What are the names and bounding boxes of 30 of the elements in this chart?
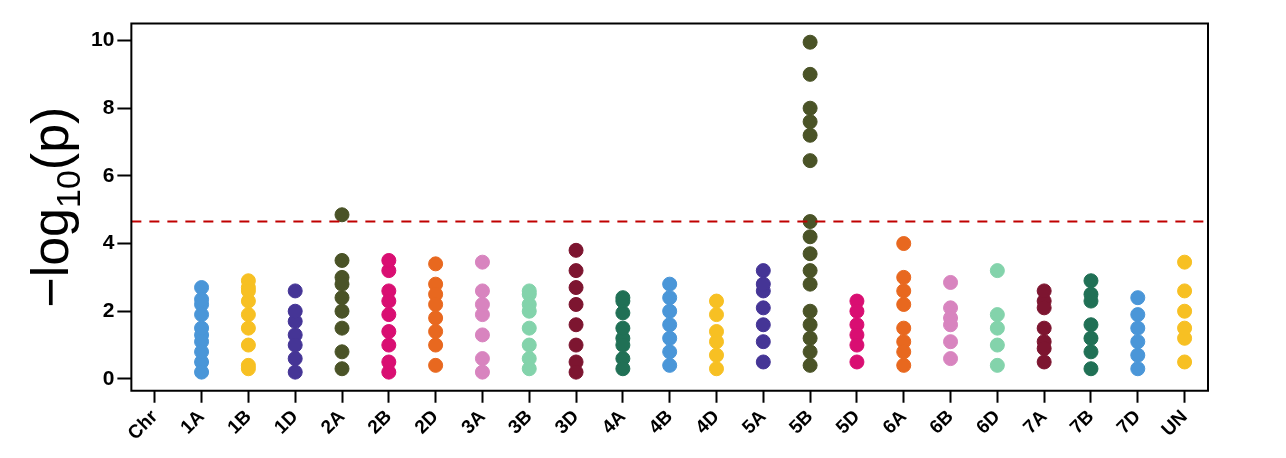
x-tick-label: 4A: [597, 405, 630, 438]
x-tick-label: 4B: [644, 405, 677, 438]
x-tick-label: 2D: [410, 405, 443, 438]
y-tick-label: 6: [102, 162, 115, 186]
x-tick-label: 4D: [690, 405, 724, 438]
x-tick-label: 6B: [925, 405, 958, 438]
x-tick-label: Chr: [123, 405, 162, 444]
x-tick-label: UN: [1156, 405, 1192, 440]
y-tick-label: 0: [102, 365, 115, 389]
x-tick-label: 1B: [222, 405, 255, 438]
x-tick-label: 6A: [878, 405, 911, 438]
y-tick-label: 4: [102, 230, 115, 254]
x-tick-label: 3B: [503, 405, 536, 438]
y-tick-label: 8: [102, 94, 115, 118]
y-tick-label: 2: [102, 298, 115, 322]
x-tick-label: 3D: [550, 405, 583, 438]
x-tick-label: 6D: [971, 405, 1004, 438]
y-tick-label: 10: [91, 27, 115, 51]
x-tick-label: 7B: [1065, 405, 1098, 438]
x-tick-label: 2A: [316, 405, 349, 438]
x-tick-label: 5B: [784, 405, 817, 438]
x-tick-label: 7D: [1112, 405, 1145, 438]
x-tick-label: 7A: [1018, 405, 1051, 438]
x-tick-label: 5A: [737, 405, 771, 438]
x-tick-label: 5D: [831, 405, 864, 438]
y-axis-title: −log10(p): [21, 106, 87, 308]
x-tick-label: 3A: [456, 405, 490, 438]
x-tick-label: 2B: [363, 405, 396, 438]
x-tick-label: 1A: [176, 405, 209, 438]
x-tick-label: 1D: [269, 405, 302, 438]
